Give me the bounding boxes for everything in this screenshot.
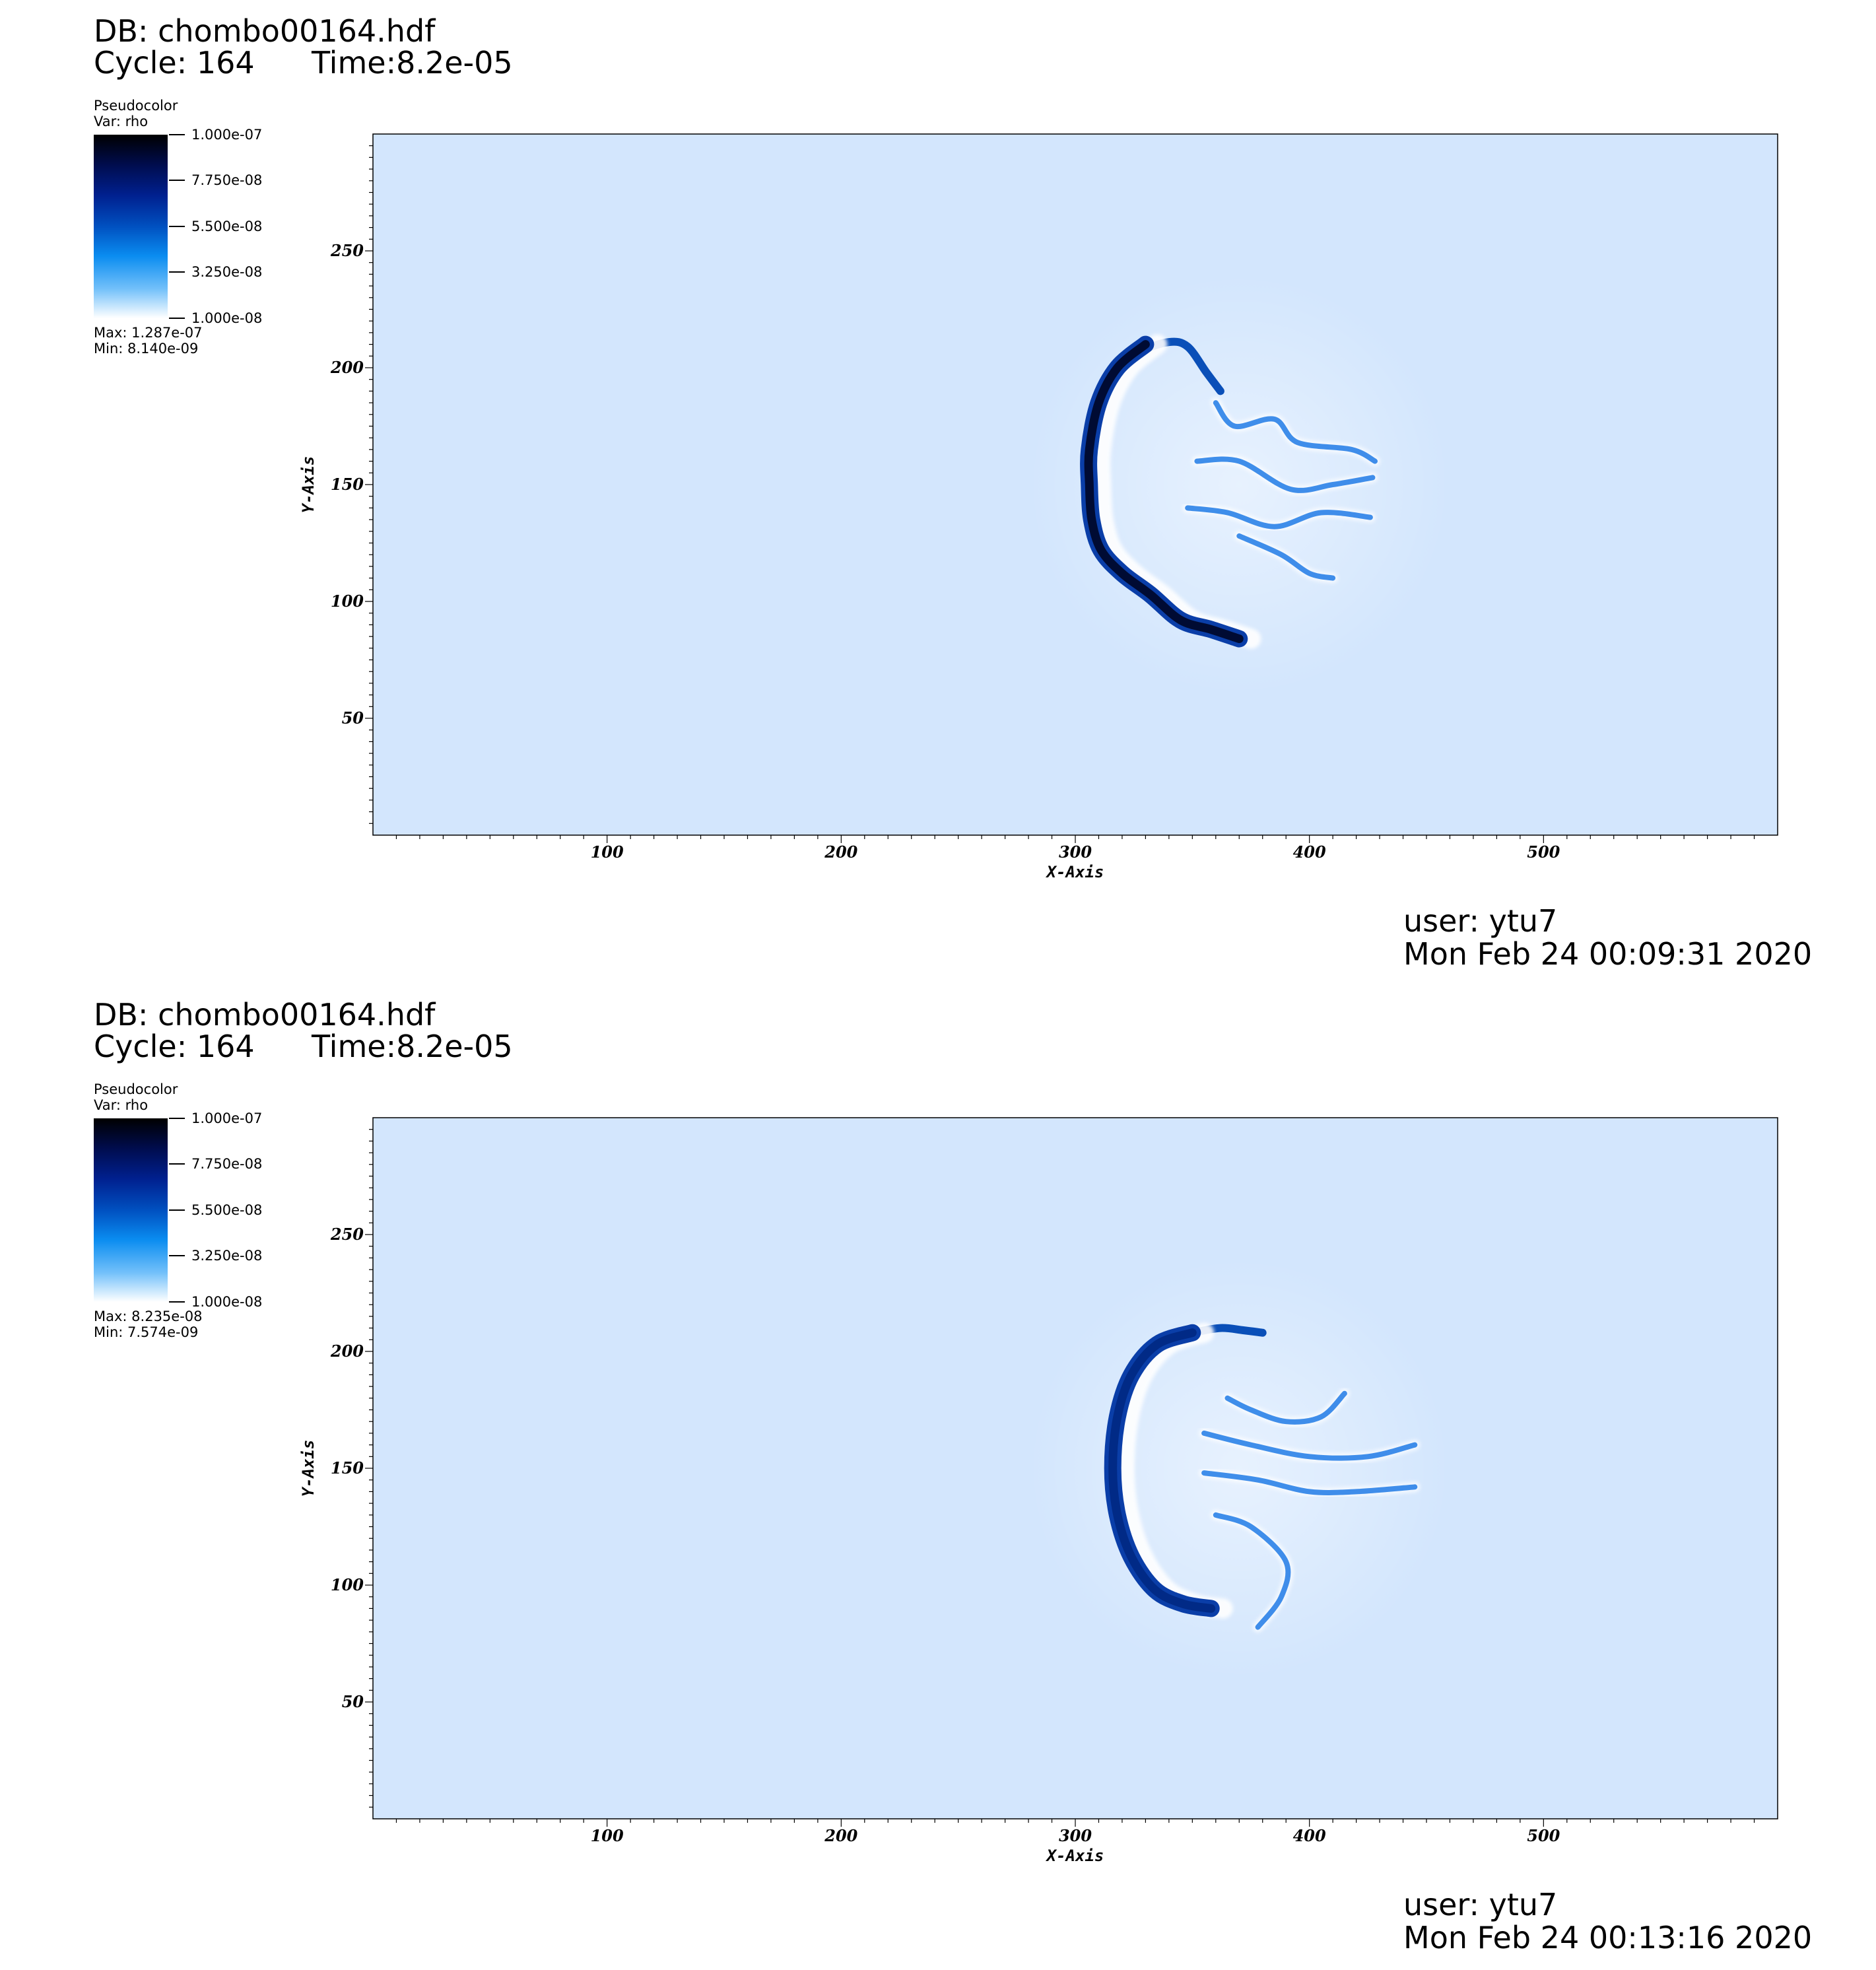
x-tick-label: 200 [824, 842, 857, 862]
x-tick-label: 200 [824, 1826, 857, 1845]
shock-halo [1028, 1258, 1450, 1679]
heatmap-features [1028, 274, 1450, 695]
front-core [1108, 1328, 1216, 1613]
colorbar-tick [169, 1163, 185, 1165]
plot-panel: DB: chombo00164.hdf Cycle: 164 Time:8.2e… [0, 0, 1876, 984]
x-tick-label: 400 [1293, 1826, 1326, 1845]
filament [1194, 456, 1376, 493]
colorbar [94, 135, 168, 318]
filament [1224, 1390, 1347, 1425]
filament [1201, 1430, 1418, 1461]
legend-min: Min: 8.140e-09 [94, 341, 199, 357]
y-tick-label: 100 [331, 592, 364, 611]
y-axis-title: Y-Axis [299, 1440, 318, 1497]
cycle-label: Cycle: 164 [94, 1029, 255, 1064]
colorbar-tick [169, 226, 185, 227]
y-tick-label: 100 [331, 1575, 364, 1594]
time-label: Time:8.2e-05 [312, 1029, 513, 1064]
colorbar-label: 7.750e-08 [191, 172, 263, 188]
colorbar-tick [169, 1118, 185, 1119]
time-label: Time:8.2e-05 [312, 45, 513, 81]
colorbar-tick [169, 1301, 185, 1303]
y-tick-label: 200 [330, 1342, 364, 1361]
legend-variable: Var: rho [94, 114, 149, 129]
legend-title: Pseudocolor [94, 98, 178, 114]
colorbar-label: 1.000e-07 [191, 1110, 263, 1126]
legend-max: Max: 1.287e-07 [94, 325, 203, 341]
y-tick-label: 250 [330, 241, 364, 260]
cycle-label: Cycle: 164 [94, 45, 255, 81]
colorbar-label: 3.250e-08 [191, 1248, 263, 1264]
y-tick-label: 250 [330, 1225, 364, 1244]
colorbar-label: 5.500e-08 [191, 219, 263, 234]
heatmap-features [1028, 1258, 1450, 1679]
colorbar-label: 1.000e-08 [191, 1294, 263, 1310]
colorbar-label: 5.500e-08 [191, 1202, 263, 1218]
colorbar-tick [169, 134, 185, 135]
colorbar [94, 1118, 168, 1302]
x-tick-label: 500 [1527, 842, 1560, 862]
cycle-time-line: Cycle: 164 Time:8.2e-05 [94, 1029, 513, 1064]
y-tick-label: 50 [342, 1692, 364, 1711]
date-label: Mon Feb 24 00:13:16 2020 [1403, 1920, 1813, 1955]
x-tick-label: 100 [591, 1826, 624, 1845]
colorbar-tick [169, 318, 185, 319]
user-label: user: ytu7 [1403, 1887, 1558, 1922]
filament [1213, 400, 1378, 464]
colorbar-tick [169, 271, 185, 273]
y-tick-label: 150 [331, 475, 364, 494]
legend-min: Min: 7.574e-09 [94, 1324, 199, 1340]
filament [1201, 1470, 1418, 1495]
x-tick-label: 300 [1059, 842, 1092, 862]
colorbar-label: 3.250e-08 [191, 264, 263, 280]
colorbar-tick [169, 1255, 185, 1256]
legend-title: Pseudocolor [94, 1081, 178, 1097]
density-plot: 100 200 300 400 500 50 100 150 200 250 X-Axis Y-Axi… [299, 1117, 1778, 1865]
x-axis-title: X-Axis [1046, 1847, 1104, 1865]
x-tick-label: 500 [1527, 1826, 1560, 1845]
filament [1236, 533, 1336, 581]
front-core [1084, 340, 1244, 644]
x-tick-label: 400 [1293, 842, 1326, 862]
colorbar-label: 1.000e-07 [191, 127, 263, 143]
y-tick-label: 50 [342, 708, 364, 728]
plot-panel: DB: chombo00164.hdf Cycle: 164 Time:8.2e… [0, 984, 1876, 1967]
x-axis-title: X-Axis [1046, 863, 1104, 881]
colorbar-label: 7.750e-08 [191, 1156, 263, 1172]
legend-variable: Var: rho [94, 1097, 149, 1113]
date-label: Mon Feb 24 00:09:31 2020 [1403, 936, 1813, 972]
filament [1213, 1512, 1291, 1630]
database-title: DB: chombo00164.hdf [94, 997, 436, 1033]
y-tick-label: 200 [330, 358, 364, 377]
x-tick-label: 300 [1059, 1826, 1092, 1845]
colorbar-tick [169, 1209, 185, 1211]
colorbar-tick [169, 180, 185, 181]
y-axis-title: Y-Axis [299, 456, 318, 514]
database-title: DB: chombo00164.hdf [94, 13, 436, 49]
y-tick-label: 150 [331, 1458, 364, 1478]
filament [1185, 505, 1373, 529]
user-label: user: ytu7 [1403, 903, 1558, 939]
x-tick-label: 100 [591, 842, 624, 862]
legend-max: Max: 8.235e-08 [94, 1308, 203, 1324]
density-plot: 100 200 300 400 500 50 100 150 200 250 X-Axis Y-Axi… [299, 133, 1778, 881]
colorbar-label: 1.000e-08 [191, 310, 263, 326]
cycle-time-line: Cycle: 164 Time:8.2e-05 [94, 45, 513, 81]
